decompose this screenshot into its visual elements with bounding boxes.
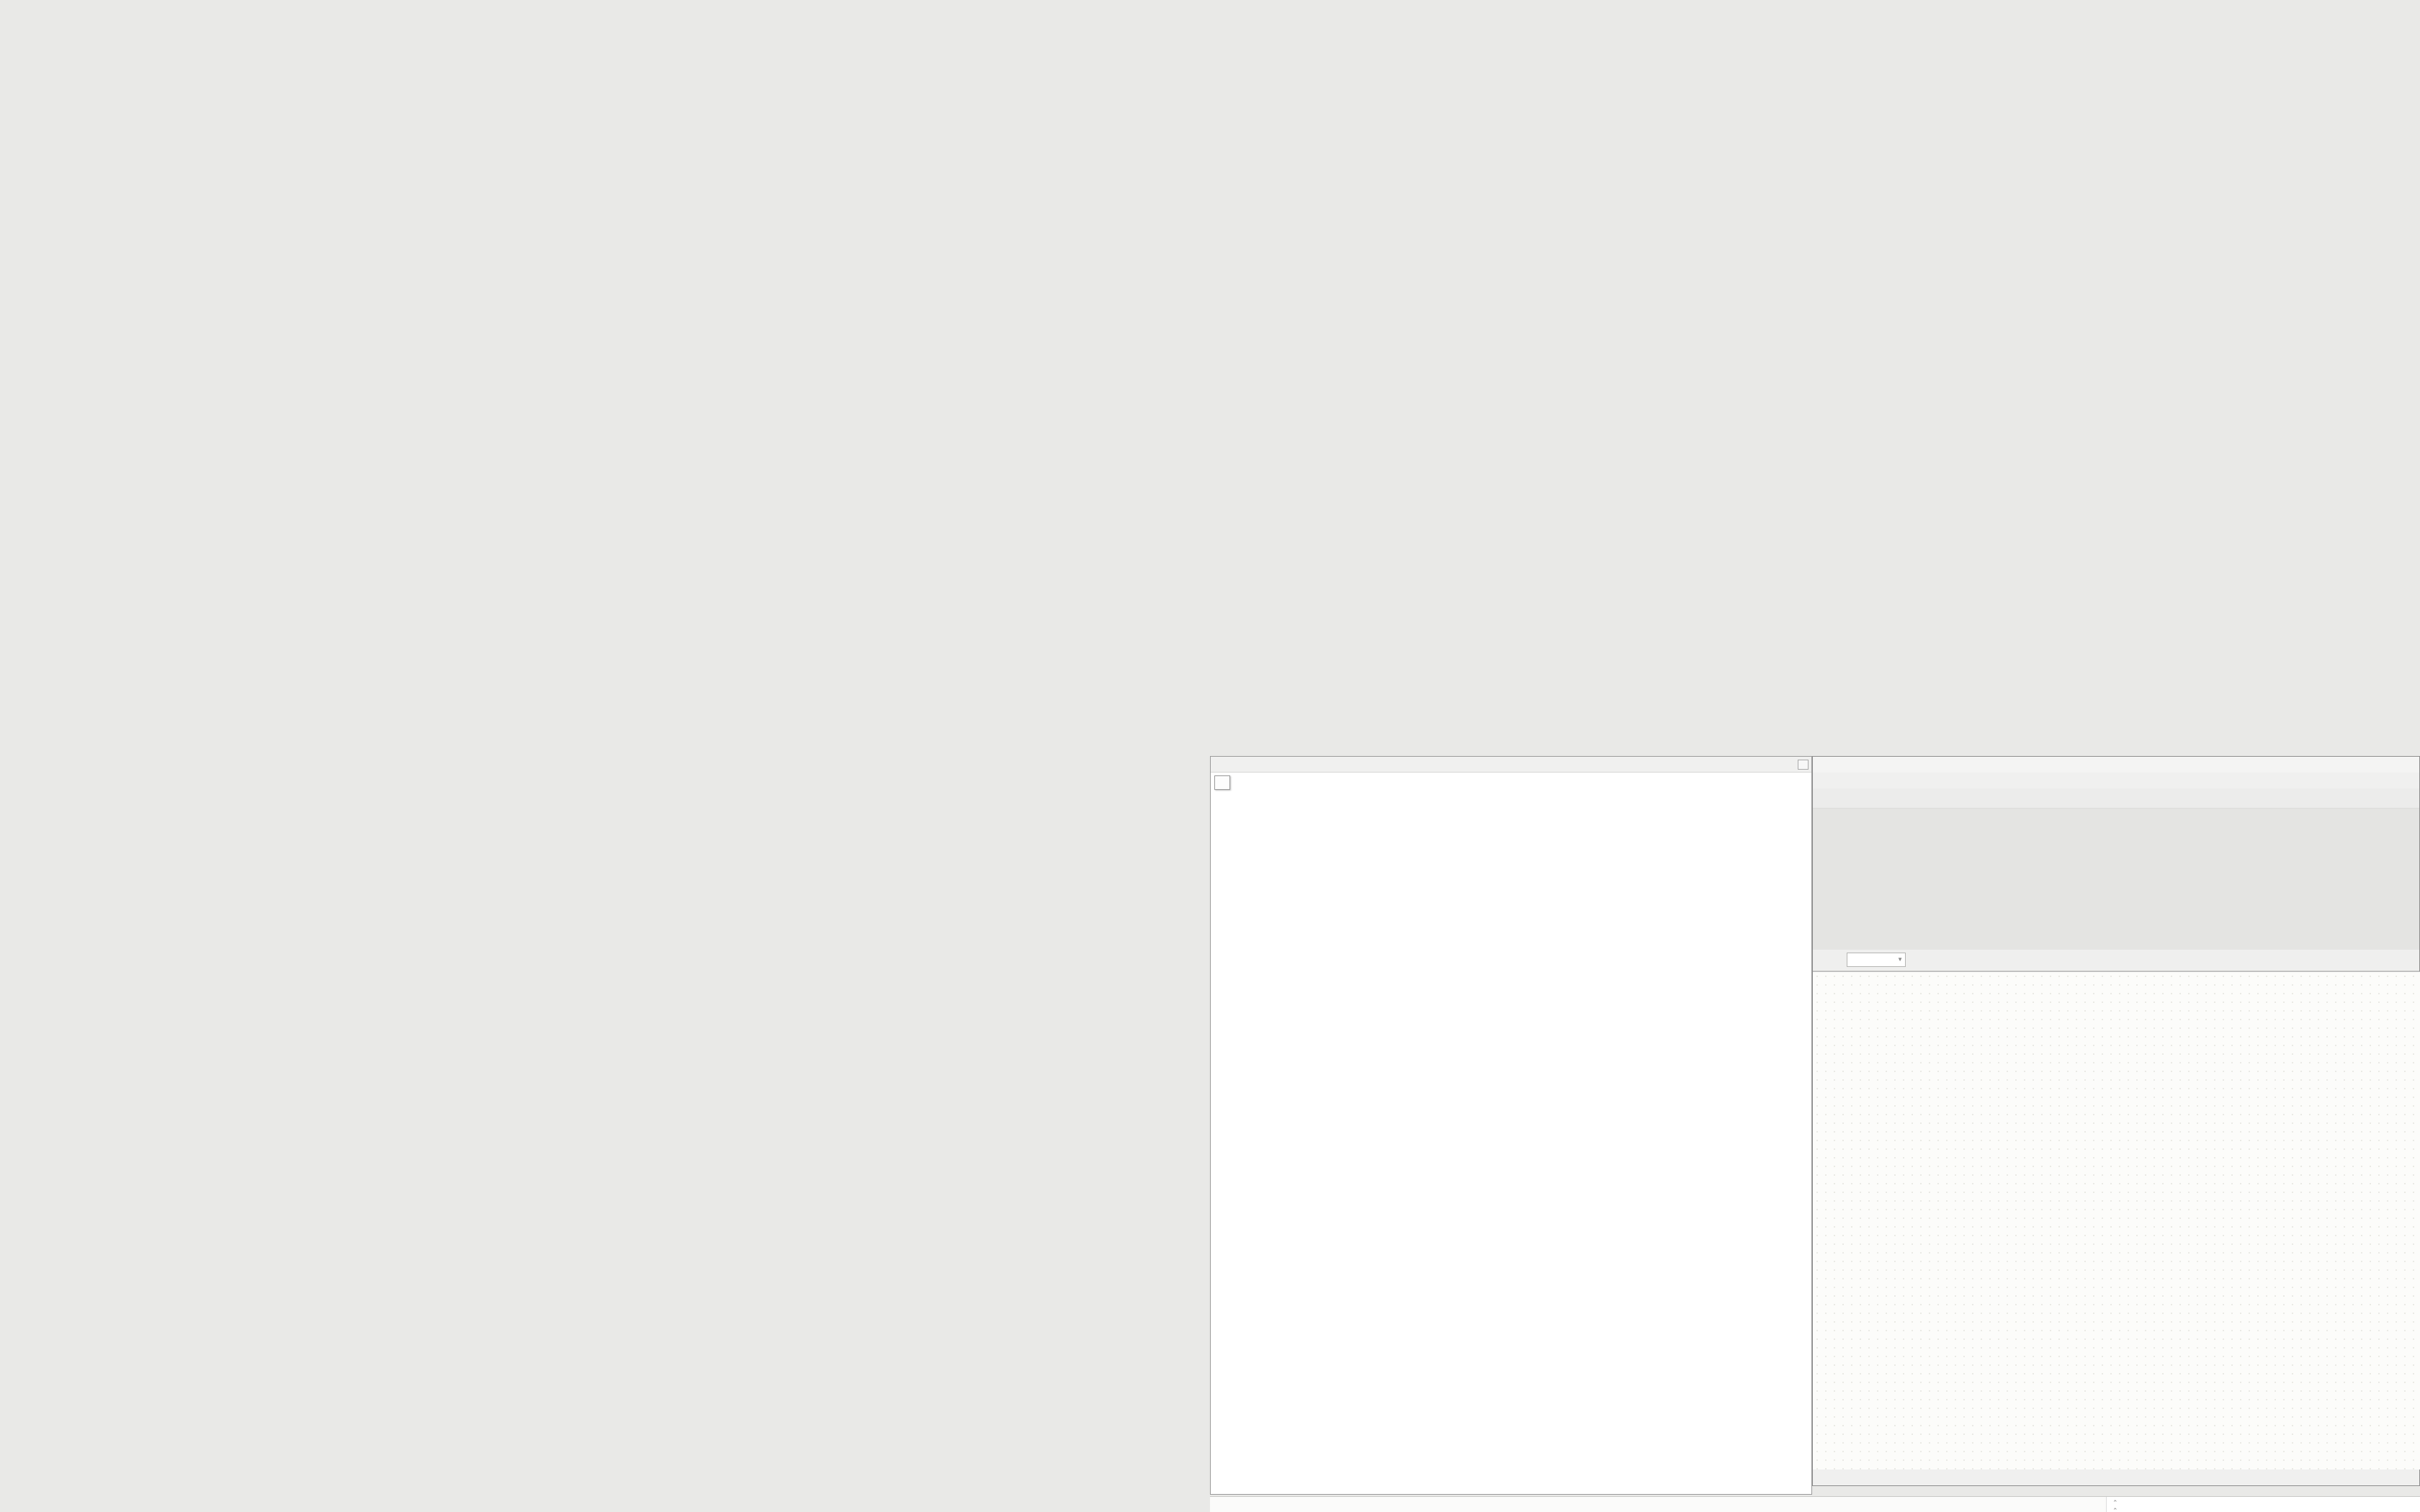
grasshopper-menubar (1813, 773, 2419, 788)
grasshopper-title (1813, 757, 2419, 773)
quadrant-bottom-left (0, 756, 1210, 1512)
rhino-viewport-window (1210, 756, 1812, 1495)
wires-layer (1813, 972, 2420, 1470)
quadrant-bottom-right: ▼ ⌃ ⌃ (1210, 756, 2420, 1512)
viewport-canvas[interactable] (1211, 791, 1811, 1494)
close-icon[interactable] (1798, 760, 1809, 770)
canvas-statusbar (1813, 1470, 2419, 1485)
component-palettes (1813, 809, 2419, 950)
canvas-toolbar: ▼ (1813, 950, 2419, 971)
component-tab-strip (1813, 788, 2419, 809)
quadrant-top-right (1210, 0, 2420, 756)
quadrant-top-left (0, 0, 1210, 756)
taskbar: ⌃ ⌃ (1210, 1496, 2420, 1512)
grasshopper-window: ▼ (1812, 756, 2420, 1486)
rhino-grasshopper-screen: ▼ ⌃ ⌃ (1210, 756, 2420, 1512)
stats-panel: ⌃ ⌃ (2106, 1497, 2420, 1512)
viewport-tab-top[interactable] (1214, 775, 1230, 790)
stats-mini-chart (2348, 1498, 2417, 1511)
stats-icon: ⌃ ⌃ (2112, 1499, 2118, 1512)
rhino-viewport-title (1211, 757, 1811, 773)
zoom-level-input[interactable]: ▼ (1847, 953, 1906, 967)
apollonian-fractal (1211, 791, 1811, 1494)
definition-canvas[interactable] (1813, 971, 2420, 1470)
